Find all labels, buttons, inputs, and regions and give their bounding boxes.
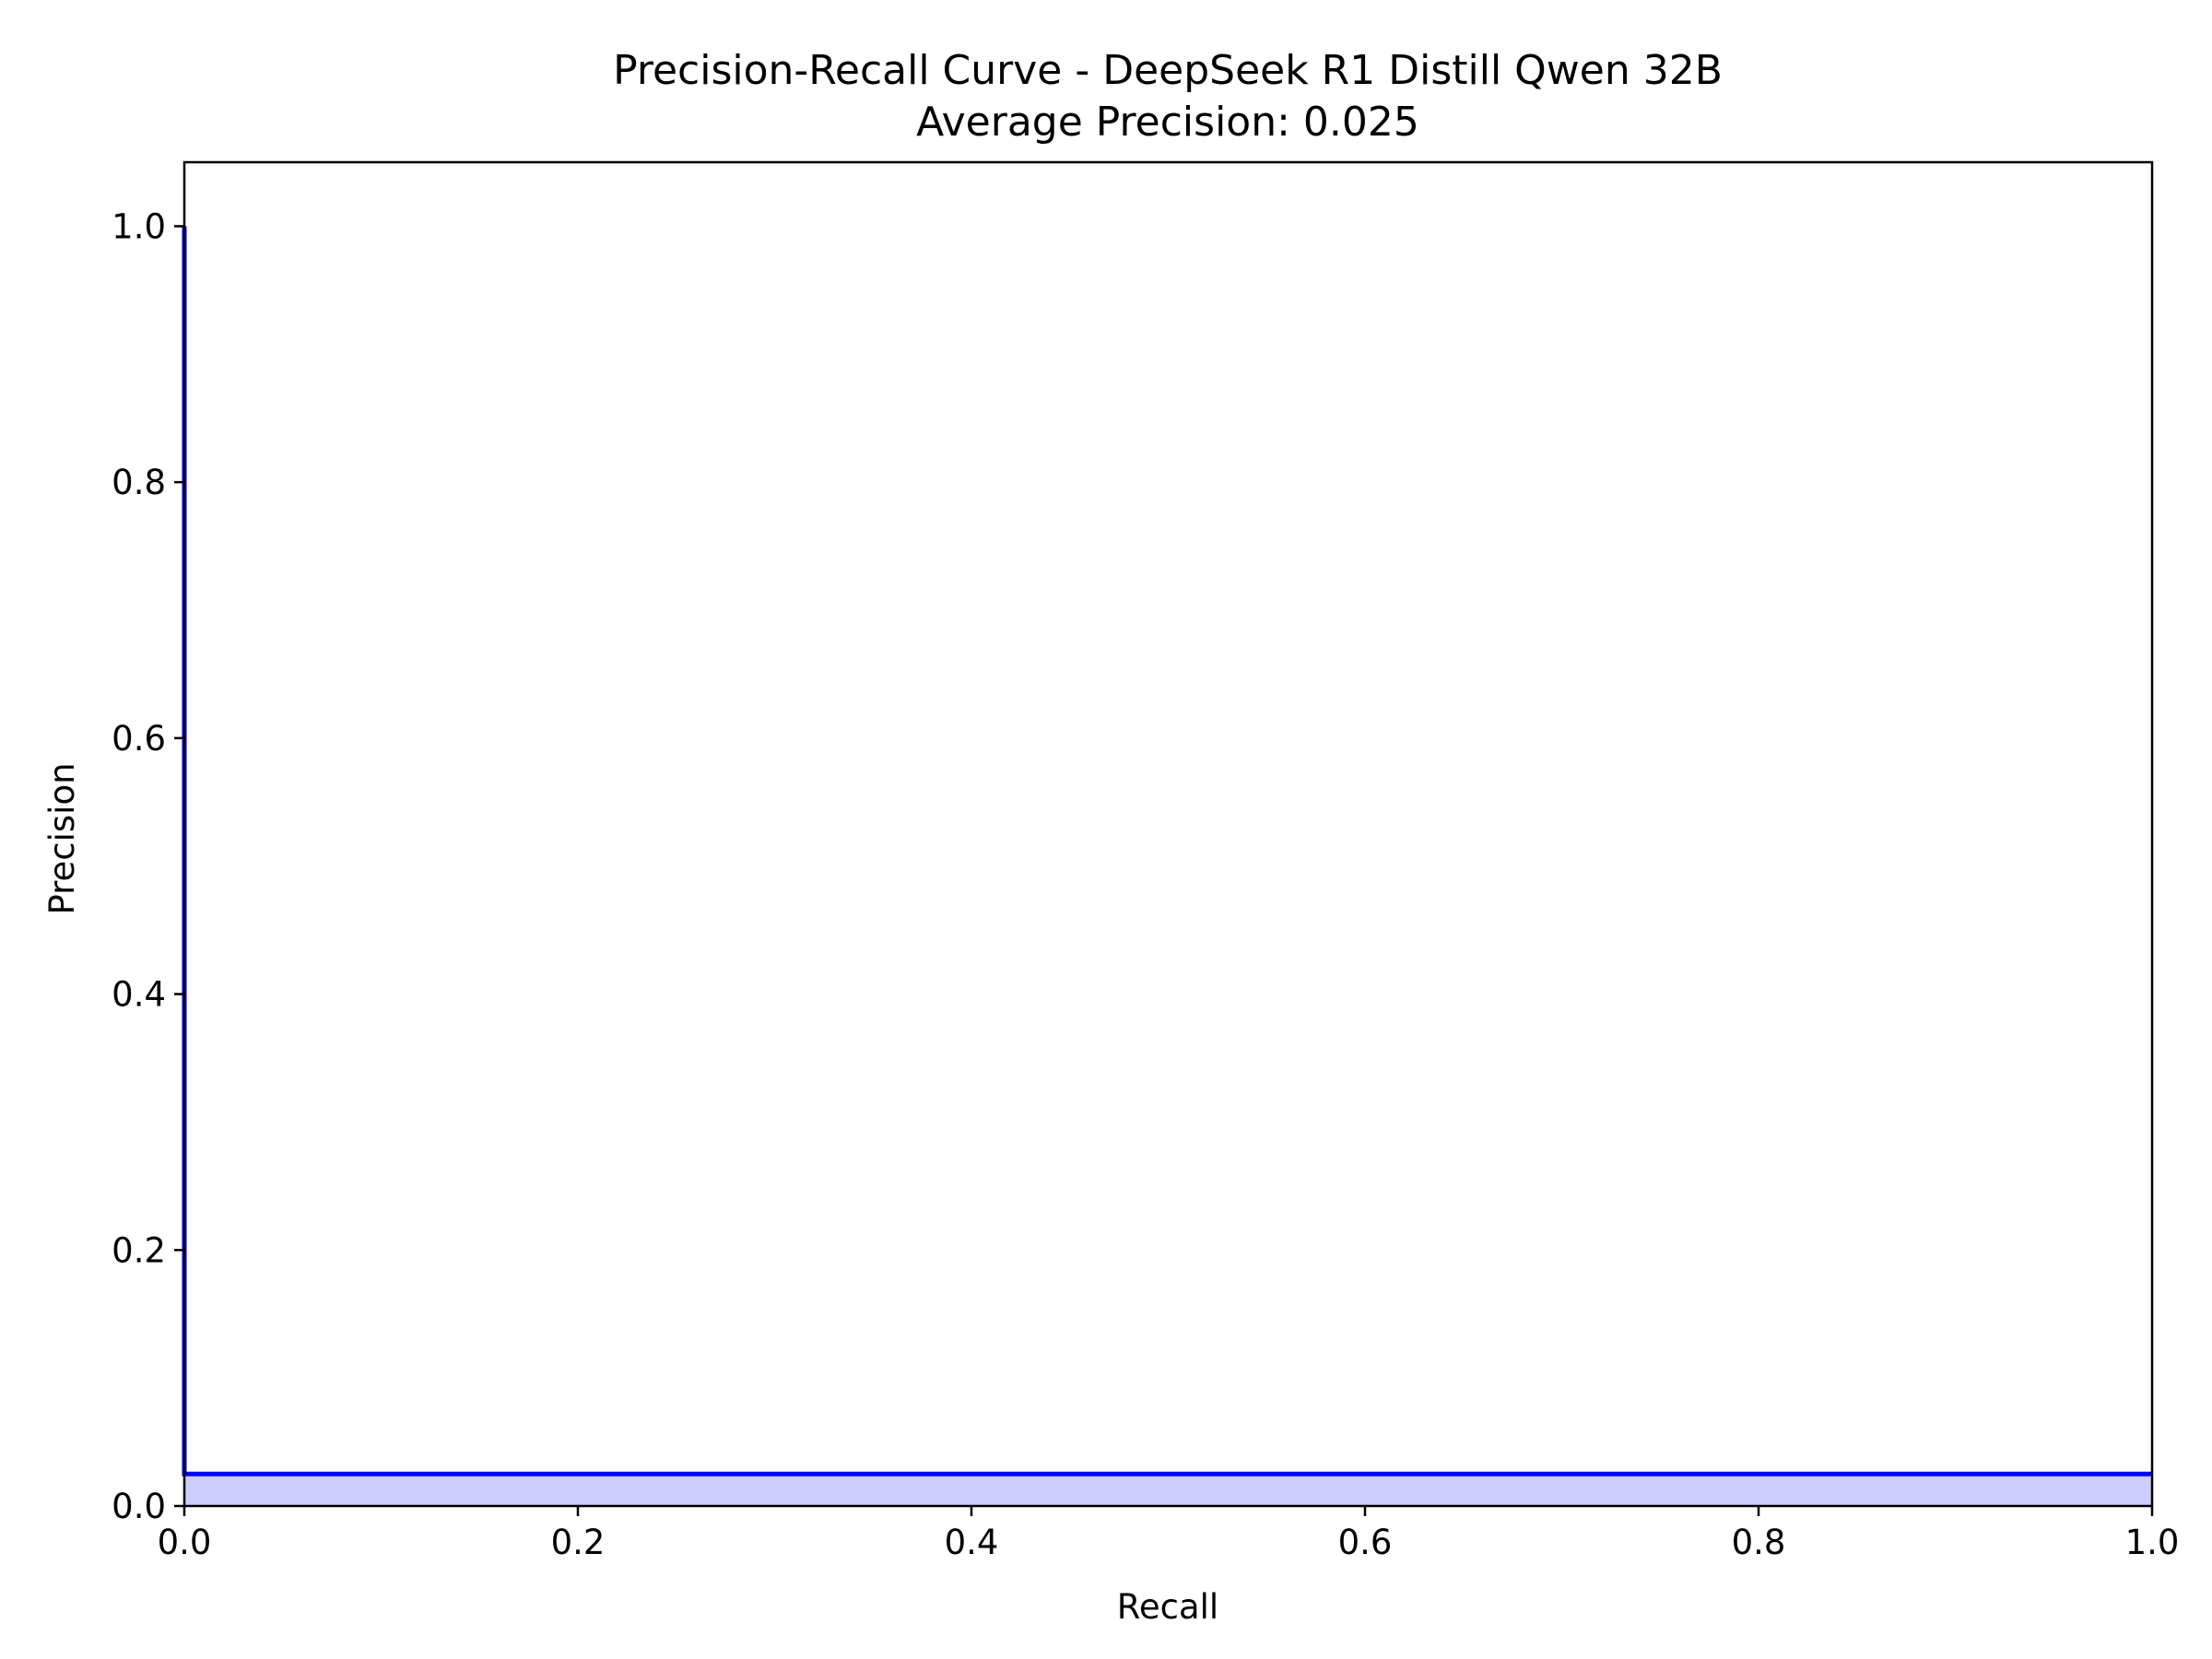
x-tick-label: 0.6 [1338,1523,1393,1562]
y-tick-label: 0.2 [112,1230,166,1270]
y-tick-label: 1.0 [112,206,166,246]
chart-title: Precision-Recall Curve - DeepSeek R1 Dis… [613,47,1723,94]
x-tick-label: 0.0 [158,1523,212,1562]
x-tick-label: 0.8 [1732,1523,1786,1562]
axes-frame [182,160,2154,1508]
x-tick-label: 1.0 [2125,1523,2180,1562]
y-tick-label: 0.0 [112,1487,166,1526]
x-axis-label: Recall [1117,1587,1218,1627]
x-tick-label: 0.2 [551,1523,606,1562]
x-tick-label: 0.4 [945,1523,999,1562]
axis-ticks: 0.0 0.2 0.4 0.6 0.8 1.0 0.0 0.2 0.4 0.6 0.8 1.0 [112,206,2179,1562]
chart-subtitle: Average Precision: 0.025 [916,99,1419,146]
y-tick-label: 0.8 [112,463,166,502]
y-tick-label: 0.6 [112,719,166,759]
y-axis-label: Precision [42,762,82,914]
y-tick-label: 0.4 [112,975,166,1015]
